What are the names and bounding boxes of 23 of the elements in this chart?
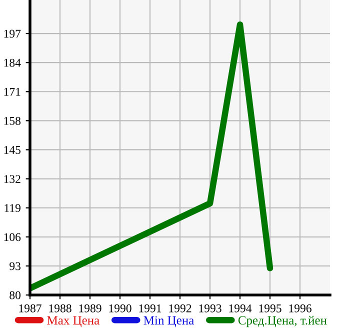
y-tick-label: 197 <box>4 30 21 38</box>
y-tick-label: 184 <box>4 58 21 67</box>
y-tick-label: 132 <box>4 175 20 183</box>
x-tick-label: 1987 <box>19 304 42 312</box>
x-tick-label: 1992 <box>169 304 192 312</box>
y-tick-label: 171 <box>4 88 20 96</box>
y-tick-label: 158 <box>4 116 21 125</box>
x-tick-label: 1994 <box>229 304 252 312</box>
y-tick-label: 80 <box>10 291 21 300</box>
x-tick-label: 1991 <box>139 304 162 312</box>
x-tick-label: 1995 <box>259 304 282 312</box>
legend-label: Min Цена <box>144 316 194 328</box>
y-tick-label: 93 <box>10 262 21 270</box>
x-tick-label: 1996 <box>289 304 312 312</box>
y-tick-label: 119 <box>4 204 20 212</box>
legend-label: Max Цена <box>47 316 100 328</box>
y-tick-label: 106 <box>4 233 21 242</box>
y-tick-label: 145 <box>4 146 21 154</box>
x-tick-label: 1990 <box>109 304 132 312</box>
x-tick-label: 1989 <box>79 304 102 312</box>
legend-label: Сред.Цена, т.йен <box>238 316 327 328</box>
x-tick-label: 1993 <box>199 304 222 312</box>
x-tick-label: 1988 <box>49 304 72 312</box>
